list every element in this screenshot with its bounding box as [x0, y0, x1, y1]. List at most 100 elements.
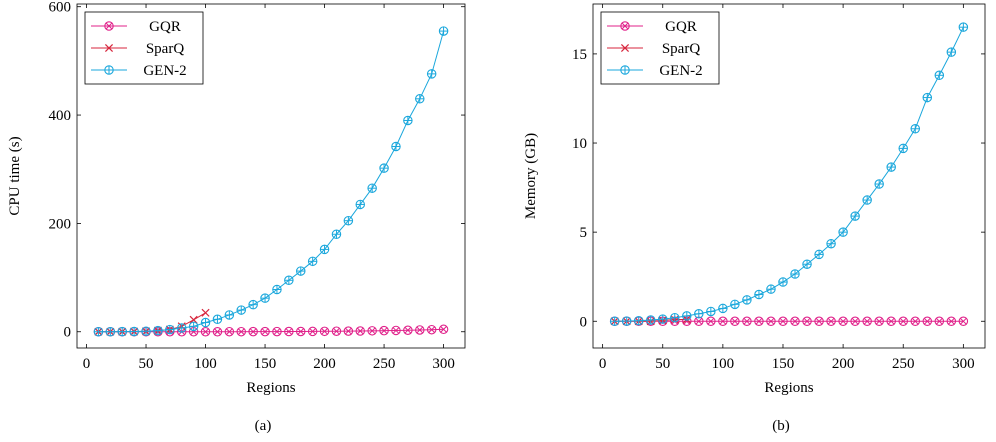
- legend-label: GQR: [665, 19, 697, 35]
- x-tick-label: 0: [83, 356, 91, 372]
- chart-panel-2: 0 50 100 150 200 250 300 0 5 10 15 Regions Memory (G…: [523, 3, 986, 434]
- data-point-b: [863, 317, 871, 325]
- legend-marker-b: [105, 22, 113, 30]
- data-point: [718, 316, 728, 327]
- data-point: [343, 326, 354, 336]
- data-point-b: [923, 317, 931, 325]
- data-point: [754, 316, 764, 327]
- legend-entry: SparQ: [607, 41, 700, 57]
- y-axis-label: CPU time (s): [7, 136, 23, 215]
- data-point-b: [827, 317, 835, 325]
- data-point: [814, 316, 824, 327]
- data-point: [802, 316, 812, 327]
- data-point: [260, 326, 270, 337]
- data-point-b: [189, 315, 198, 324]
- data-point: [284, 326, 294, 337]
- data-point: [200, 326, 211, 337]
- legend-entry: SparQ: [91, 41, 184, 57]
- y-tick-label: 600: [49, 0, 72, 16]
- data-point: [296, 326, 306, 337]
- data-point-b: [935, 317, 943, 325]
- chart-panel-1: 0 50 100 150 200 250 300 0 200 400 600 Regions CPU t…: [7, 0, 466, 434]
- x-tick-label: 50: [139, 356, 154, 372]
- series-line: [98, 328, 444, 333]
- data-point-b: [779, 317, 787, 325]
- data-point: [886, 316, 896, 327]
- data-point-b: [226, 328, 233, 336]
- data-point: [319, 326, 330, 337]
- y-tick-label: 5: [580, 225, 588, 241]
- y-tick-label: 0: [580, 314, 588, 330]
- x-axis-label: Regions: [764, 380, 813, 396]
- data-point: [790, 316, 800, 327]
- data-point-b: [707, 317, 715, 325]
- legend-label: SparQ: [146, 41, 184, 57]
- data-point: [826, 316, 836, 327]
- data-point: [766, 316, 776, 327]
- legend-entry: GQR: [91, 19, 181, 35]
- data-point-b: [249, 328, 257, 335]
- data-point-b: [297, 328, 305, 335]
- panel-label: (a): [255, 418, 272, 434]
- data-point-b: [309, 328, 316, 335]
- x-tick-label: 300: [432, 356, 455, 372]
- legend-marker: [104, 21, 114, 31]
- data-point: [922, 316, 933, 327]
- data-point: [379, 325, 389, 336]
- data-point-b: [719, 317, 727, 325]
- x-tick-label: 200: [313, 356, 336, 372]
- data-point: [307, 326, 318, 337]
- y-tick-label: 200: [49, 216, 72, 232]
- data-point: [910, 316, 921, 327]
- data-point: [778, 316, 788, 327]
- y-tick-label: 0: [64, 325, 72, 341]
- data-point-b: [380, 327, 388, 334]
- data-point: [224, 326, 235, 337]
- data-point-b: [416, 326, 424, 334]
- y-tick-label: 10: [572, 136, 587, 152]
- data-point: [212, 326, 223, 337]
- x-tick-label: 250: [892, 356, 915, 372]
- x-tick-label: 100: [712, 356, 735, 372]
- data-point-b: [695, 317, 703, 325]
- data-point-b: [368, 327, 376, 335]
- x-tick-label: 300: [952, 356, 975, 372]
- data-point-b: [899, 317, 907, 325]
- x-axis-label: Regions: [246, 380, 295, 396]
- data-point-b: [333, 327, 340, 335]
- legend-marker-b: [620, 43, 630, 53]
- data-point: [706, 316, 716, 327]
- y-tick-label: 15: [572, 47, 587, 63]
- data-point: [874, 316, 884, 327]
- data-point-b: [755, 317, 763, 325]
- data-point: [862, 316, 872, 327]
- data-point: [838, 316, 848, 327]
- series-GEN-2: [609, 22, 969, 327]
- data-point: [426, 324, 437, 335]
- data-point-b: [887, 317, 895, 325]
- data-point-b: [803, 317, 811, 325]
- data-point-b: [743, 317, 751, 325]
- data-point-b: [767, 317, 775, 325]
- plot-frame: [76, 3, 466, 349]
- data-point: [236, 326, 246, 337]
- series-GEN-2: [93, 26, 449, 337]
- data-point-b: [321, 327, 328, 335]
- data-point-b: [851, 317, 859, 325]
- panel-label: (b): [772, 418, 790, 434]
- data-point-b: [237, 328, 245, 336]
- data-point-b: [392, 327, 400, 334]
- data-point-b: [285, 328, 293, 335]
- x-tick-label: 200: [832, 356, 855, 372]
- x-tick-label: 250: [373, 356, 396, 372]
- data-point: [272, 326, 282, 337]
- data-point-b: [731, 317, 739, 325]
- plot-frame: [592, 3, 986, 349]
- x-tick-label: 0: [599, 356, 607, 372]
- legend-label: GEN-2: [143, 63, 186, 79]
- legend: GQR SparQ GEN-2: [600, 11, 720, 85]
- legend-entry: GEN-2: [91, 63, 187, 79]
- data-point: [415, 325, 425, 335]
- data-point-b: [911, 317, 919, 325]
